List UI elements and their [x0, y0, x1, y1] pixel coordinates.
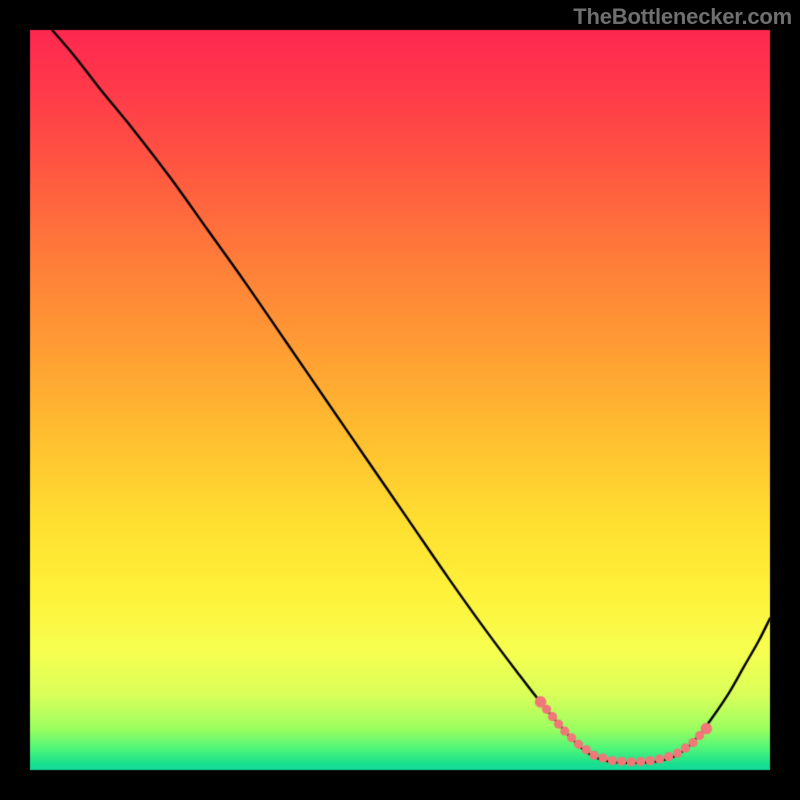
watermark-text: TheBottlenecker.com — [573, 4, 792, 30]
curve-canvas — [0, 0, 800, 800]
chart-stage: TheBottlenecker.com — [0, 0, 800, 800]
